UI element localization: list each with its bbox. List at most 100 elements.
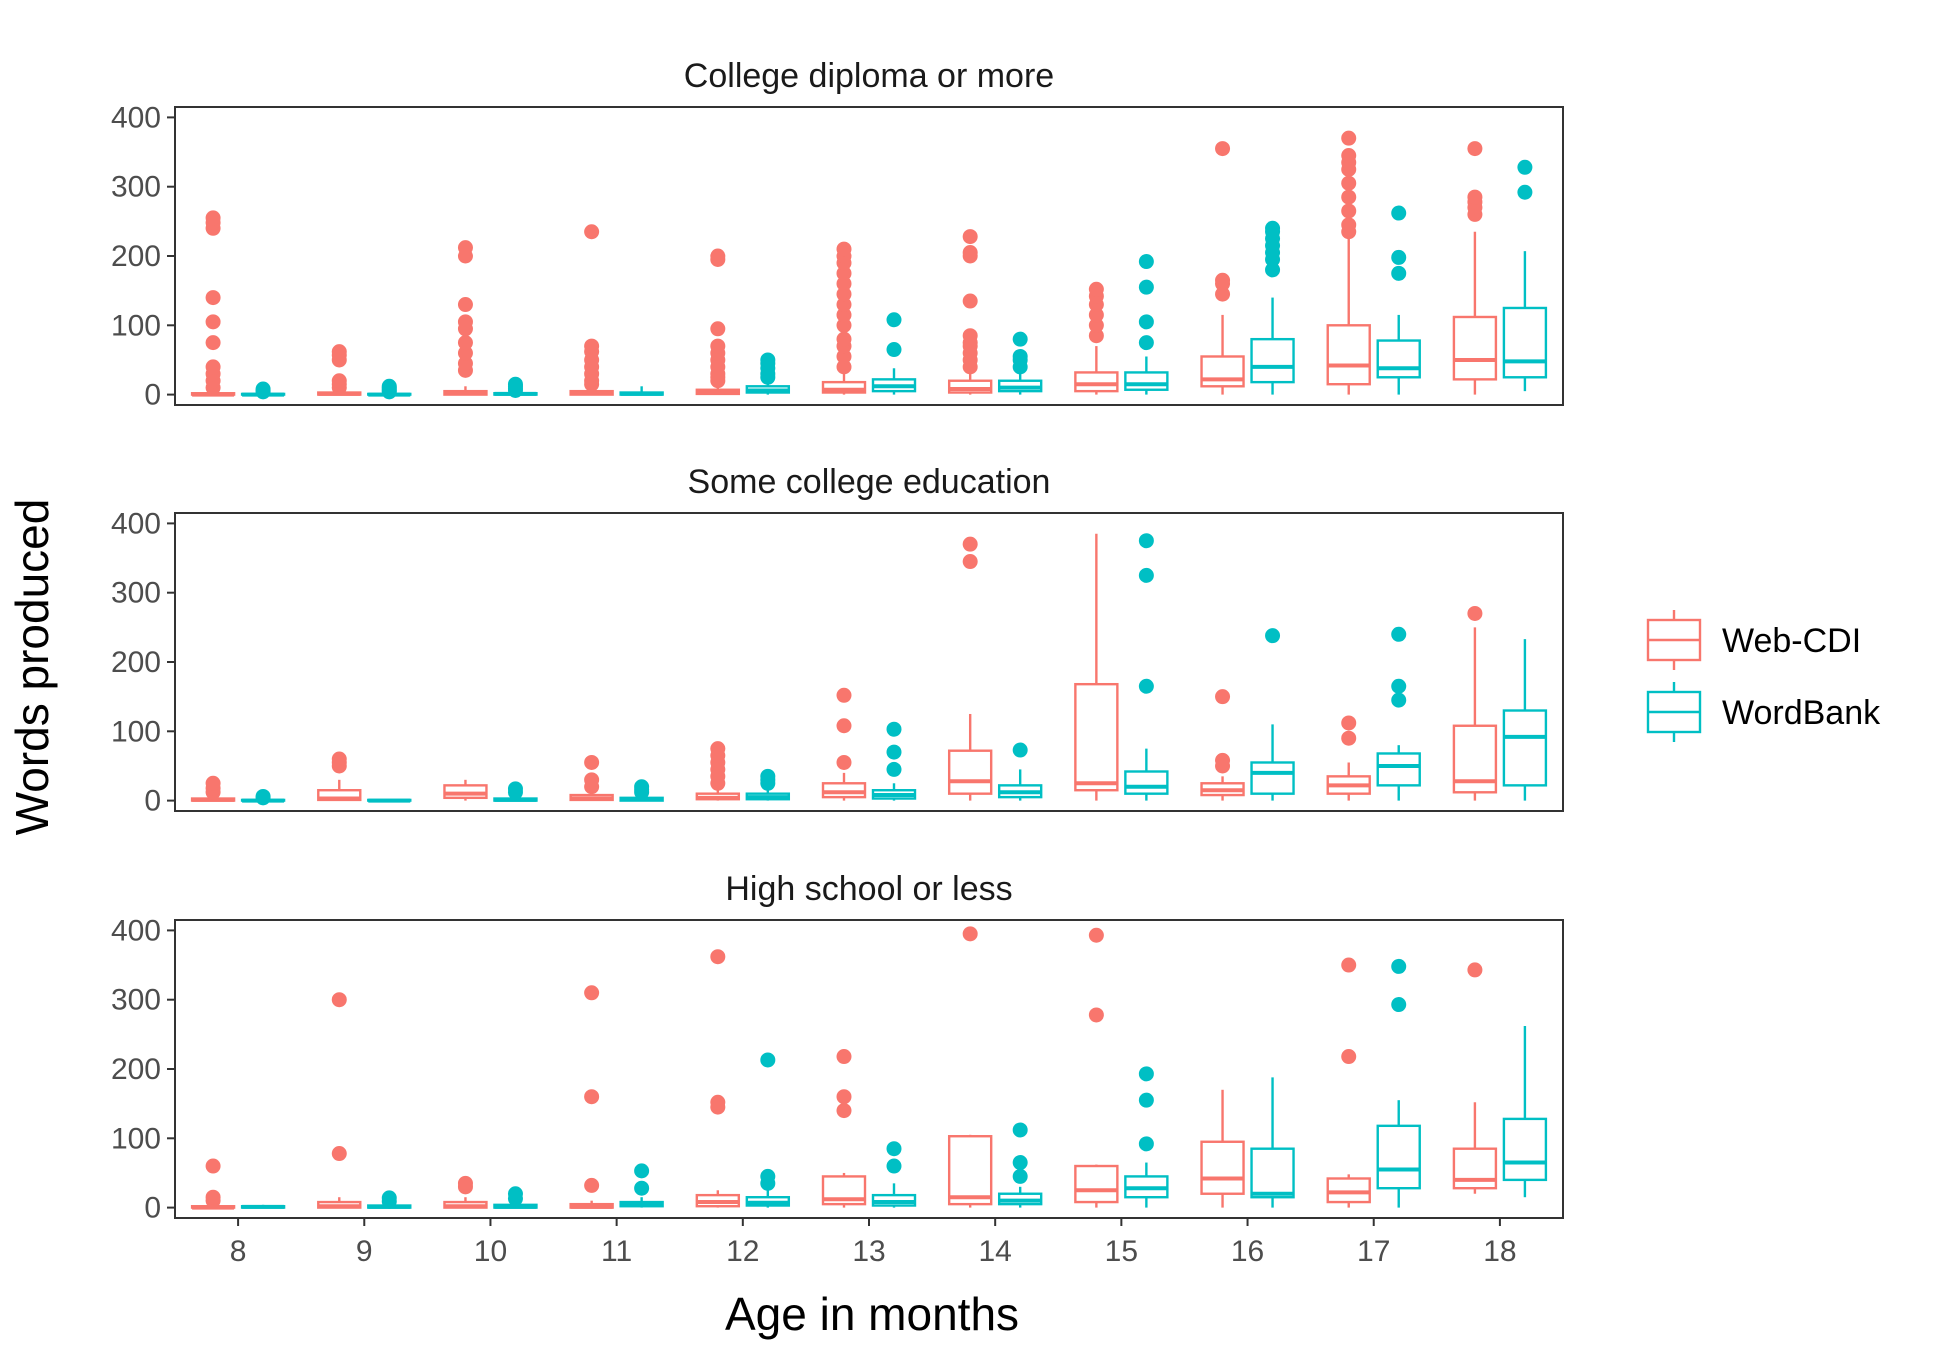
outlier-point (1012, 1122, 1028, 1138)
outlier-point (205, 775, 221, 791)
y-tick-label: 100 (111, 309, 161, 342)
outlier-point (1341, 217, 1357, 233)
box (821, 687, 867, 801)
outlier-point (1341, 957, 1357, 973)
legend-label: WordBank (1722, 694, 1881, 732)
box-iqr (1502, 709, 1548, 787)
outlier-point (1391, 997, 1407, 1013)
outlier-point (1012, 742, 1028, 758)
box (240, 1204, 286, 1209)
outlier-point (836, 754, 852, 770)
box (947, 926, 993, 1208)
outlier-point (1467, 962, 1483, 978)
box (367, 798, 412, 803)
box-iqr (1250, 337, 1295, 384)
y-tick-label: 400 (111, 507, 161, 540)
box-iqr (1074, 1164, 1119, 1204)
x-axis-title: Age in months (725, 1288, 1019, 1340)
outlier-point (331, 992, 347, 1008)
box (493, 781, 538, 802)
box (821, 241, 867, 395)
box (443, 779, 488, 801)
outlier-point (1517, 184, 1533, 200)
box-iqr (821, 782, 867, 799)
panels: College diploma or more0100200300400Some… (111, 57, 1564, 1268)
outlier-point (1341, 130, 1357, 146)
box-iqr (1200, 355, 1245, 388)
box-iqr (1502, 306, 1548, 379)
box (1452, 962, 1498, 1194)
outlier-point (381, 378, 397, 394)
outlier-point (1138, 279, 1154, 295)
y-tick-label: 0 (144, 1192, 161, 1225)
outlier-point (836, 241, 852, 257)
outlier-point (457, 335, 473, 351)
outlier-point (710, 741, 726, 757)
outlier-point (1341, 715, 1357, 731)
box (1074, 281, 1119, 395)
x-tick-label: 8 (230, 1235, 247, 1268)
box (1200, 1089, 1245, 1208)
box-iqr (1250, 761, 1295, 795)
outlier-point (584, 772, 600, 788)
outlier-point (331, 751, 347, 767)
box (1326, 715, 1371, 801)
facet-panel: High school or less 0 100 200 300 400 8 9 10 11 12… (111, 870, 1564, 1268)
outlier-point (710, 1094, 726, 1110)
box-iqr (1124, 371, 1169, 391)
outlier-point (1088, 281, 1104, 297)
outlier-point (205, 314, 221, 330)
box (443, 240, 488, 396)
box (619, 386, 664, 396)
outlier-point (1391, 265, 1407, 281)
outlier-point (1391, 626, 1407, 642)
outlier-point (584, 1089, 600, 1105)
outlier-point (836, 1103, 852, 1119)
x-tick-label: 17 (1357, 1235, 1390, 1268)
legend-entry: Web-CDI (1646, 610, 1861, 670)
outlier-point (457, 297, 473, 313)
box (997, 331, 1043, 395)
box-iqr (1124, 770, 1169, 795)
outlier-point (457, 240, 473, 256)
outlier-point (457, 1175, 473, 1191)
box (745, 352, 791, 395)
outlier-point (1341, 175, 1357, 191)
outlier-point (457, 345, 473, 361)
x-tick-label: 14 (978, 1235, 1011, 1268)
outlier-point (1265, 628, 1281, 644)
box (1200, 689, 1245, 801)
box (1074, 927, 1119, 1208)
x-tick-label: 12 (726, 1235, 759, 1268)
outlier-point (836, 286, 852, 302)
box (1250, 1077, 1295, 1208)
box (569, 985, 614, 1209)
outlier-point (1088, 927, 1104, 943)
box (493, 1186, 538, 1209)
facet-panel: Some college education 0 100 200 300 400 (111, 463, 1564, 818)
outlier-point (836, 331, 852, 347)
y-tick-label: 400 (111, 101, 161, 134)
legend-entry: WordBank (1646, 682, 1881, 742)
box (1250, 220, 1295, 395)
box-iqr (1502, 1117, 1548, 1182)
series-web-cdi (190, 533, 1498, 802)
outlier-point (205, 1189, 221, 1205)
series-wordbank (240, 159, 1548, 400)
y-tick-label: 300 (111, 171, 161, 204)
box-iqr (1376, 752, 1421, 787)
box (1452, 605, 1498, 801)
series-web-cdi (190, 926, 1498, 1210)
outlier-point (1138, 335, 1154, 351)
outlier-point (584, 338, 600, 354)
outlier-point (1341, 1049, 1357, 1065)
outlier-point (1088, 328, 1104, 344)
box (1452, 141, 1498, 395)
outlier-point (836, 265, 852, 281)
box (569, 754, 614, 802)
outlier-point (836, 276, 852, 292)
outlier-point (507, 376, 523, 392)
outlier-point (836, 718, 852, 734)
outlier-point (710, 248, 726, 264)
box (821, 1049, 867, 1208)
